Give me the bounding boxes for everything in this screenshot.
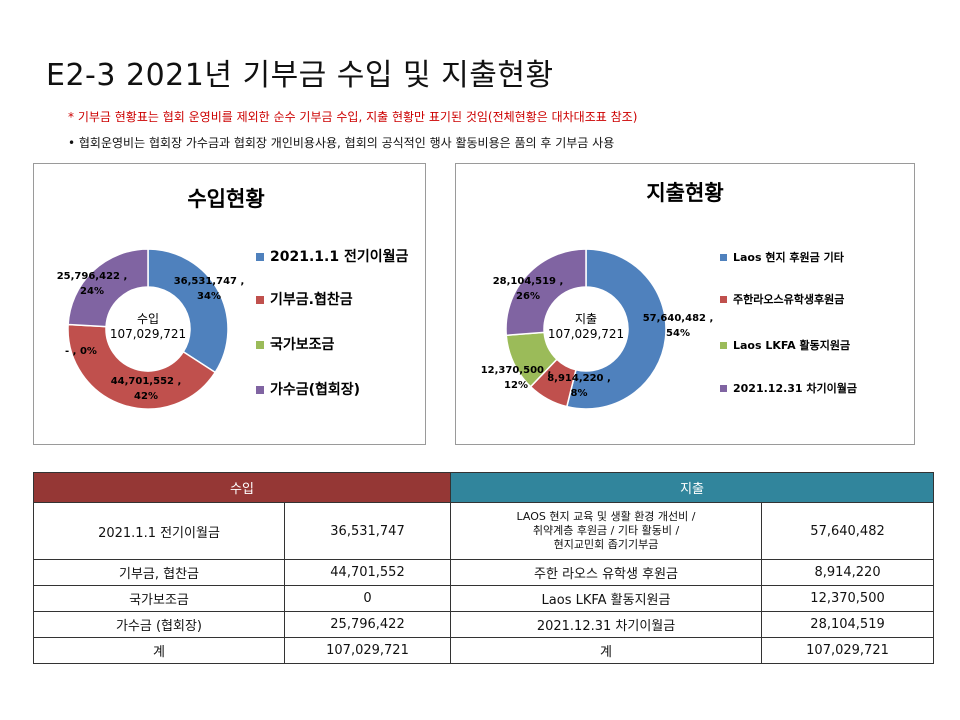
income-slices xyxy=(67,248,229,410)
table-row: 기부금, 협찬금 44,701,552 주한 라오스 유학생 후원금 8,914… xyxy=(33,559,935,586)
slice-percent-label: 26% xyxy=(516,291,540,302)
expense-chart-panel: 지출현황 지출 107,029,721 57,640,482 , 54% 8,914… xyxy=(455,163,915,445)
income-labels: 36,531,747 , 34% 44,701,552 , 42% - , 0% 25,7… xyxy=(57,271,245,402)
slice-percent-label: 54% xyxy=(666,328,690,339)
chart-title: 수입현황 xyxy=(187,187,264,211)
expense-chart: 지출현황 지출 107,029,721 57,640,482 , 54% 8,914… xyxy=(481,181,857,410)
slice-value-label: 25,796,422 , xyxy=(57,271,128,282)
donut-slice xyxy=(67,248,149,328)
center-label-top: 지출 xyxy=(575,312,597,326)
income-amount: 44,701,552 xyxy=(283,559,452,586)
table-row: 가수금 (협회장) 25,796,422 2021.12.31 차기이월금 28… xyxy=(33,611,935,638)
donut-slice xyxy=(565,248,667,410)
income-chart-panel: 수입현황 수입 107,029,721 36,531,747 , 34% 44,70… xyxy=(33,163,426,445)
expense-amount: 12,370,500 xyxy=(761,585,935,612)
slice-value-label: 12,370,500 , xyxy=(481,365,552,376)
table-row-total: 계 107,029,721 계 107,029,721 xyxy=(33,637,935,664)
income-item: 국가보조금 xyxy=(33,585,285,612)
expense-amount: 28,104,519 xyxy=(761,611,935,638)
expense-total-amount: 107,029,721 xyxy=(761,637,935,664)
slice-value-label: - , 0% xyxy=(65,346,97,357)
slice-percent-label: 12% xyxy=(504,380,528,391)
expense-amount: 57,640,482 xyxy=(761,502,935,560)
expense-slices xyxy=(505,248,667,410)
table-row: 2021.1.1 전기이월금 36,531,747 LAOS 현지 교육 및 생… xyxy=(33,502,935,560)
legend-label: 가수금(협회장) xyxy=(270,381,360,398)
income-amount: 25,796,422 xyxy=(283,611,452,638)
legend-label: 주한라오스유학생후원금 xyxy=(733,292,844,306)
slice-value-label: 28,104,519 , xyxy=(493,276,564,287)
donut-slice xyxy=(505,248,587,337)
legend-label: Laos LKFA 활동지원금 xyxy=(733,338,850,352)
legend-label: Laos 현지 후원금 기타 xyxy=(733,250,845,264)
income-total-label: 계 xyxy=(33,637,285,664)
legend-swatch xyxy=(256,341,264,349)
expense-header: 지출 xyxy=(450,472,935,503)
expense-item-line: LAOS 현지 교육 및 생활 환경 개선비 / xyxy=(516,510,696,523)
slice-value-label: 57,640,482 , xyxy=(643,313,714,324)
legend-swatch xyxy=(720,254,727,261)
expense-item: Laos LKFA 활동지원금 xyxy=(450,585,763,612)
income-item: 가수금 (협회장) xyxy=(33,611,285,638)
expense-labels: 57,640,482 , 54% 8,914,220 , 8% 12,370,500 ,… xyxy=(481,276,714,399)
expense-amount: 8,914,220 xyxy=(761,559,935,586)
legend-label: 기부금.협찬금 xyxy=(270,291,353,308)
legend-swatch xyxy=(256,296,264,304)
legend-label: 2021.1.1 전기이월금 xyxy=(270,248,408,265)
table-row: 국가보조금 0 Laos LKFA 활동지원금 12,370,500 xyxy=(33,585,935,612)
page-title: E2-3 2021년 기부금 수입 및 지출현황 xyxy=(46,58,554,93)
legend-swatch xyxy=(720,385,727,392)
slice-value-label: 8,914,220 , xyxy=(547,373,611,384)
income-chart: 수입현황 수입 107,029,721 36,531,747 , 34% 44,70… xyxy=(57,187,408,410)
slice-percent-label: 8% xyxy=(571,388,588,399)
slice-percent-label: 42% xyxy=(134,391,158,402)
expense-item-line: 현지교민회 좁기기부금 xyxy=(553,538,659,551)
legend-swatch xyxy=(256,386,264,394)
income-amount: 0 xyxy=(283,585,452,612)
center-label-total: 107,029,721 xyxy=(110,327,186,341)
income-item: 기부금, 협찬금 xyxy=(33,559,285,586)
income-header: 수입 xyxy=(32,472,452,503)
slice-value-label: 36,531,747 , xyxy=(174,276,245,287)
note-black: • 협회운영비는 협회장 가수금과 협회장 개인비용사용, 협회의 공식적인 행… xyxy=(68,136,615,150)
income-amount: 36,531,747 xyxy=(283,502,452,560)
expense-item-line: 취약계층 후원금 / 기타 활동비 / xyxy=(532,524,680,537)
slice-percent-label: 34% xyxy=(197,291,221,302)
legend-label: 국가보조금 xyxy=(270,337,335,353)
slice-value-label: 44,701,552 , xyxy=(111,376,182,387)
income-total-amount: 107,029,721 xyxy=(283,637,452,664)
center-label-top: 수입 xyxy=(137,312,159,326)
summary-table: 수입 지출 2021.1.1 전기이월금 36,531,747 LAOS 현지 … xyxy=(32,472,935,664)
donut-slice xyxy=(147,248,229,374)
income-item: 2021.1.1 전기이월금 xyxy=(33,502,285,560)
expense-item: 주한 라오스 유학생 후원금 xyxy=(450,559,763,586)
expense-total-label: 계 xyxy=(450,637,763,664)
chart-title: 지출현황 xyxy=(646,181,723,205)
expense-item: 2021.12.31 차기이월금 xyxy=(450,611,763,638)
donut-slice xyxy=(67,323,217,410)
legend-swatch xyxy=(256,253,264,261)
expense-item: LAOS 현지 교육 및 생활 환경 개선비 / 취약계층 후원금 / 기타 활… xyxy=(450,502,763,560)
center-label-total: 107,029,721 xyxy=(548,327,624,341)
slice-percent-label: 24% xyxy=(80,286,104,297)
legend-swatch xyxy=(720,296,727,303)
legend-swatch xyxy=(720,342,727,349)
note-red: * 기부금 현황표는 협회 운영비를 제외한 순수 기부금 수입, 지출 현황만… xyxy=(68,110,638,124)
legend-label: 2021.12.31 차기이월금 xyxy=(733,381,857,395)
